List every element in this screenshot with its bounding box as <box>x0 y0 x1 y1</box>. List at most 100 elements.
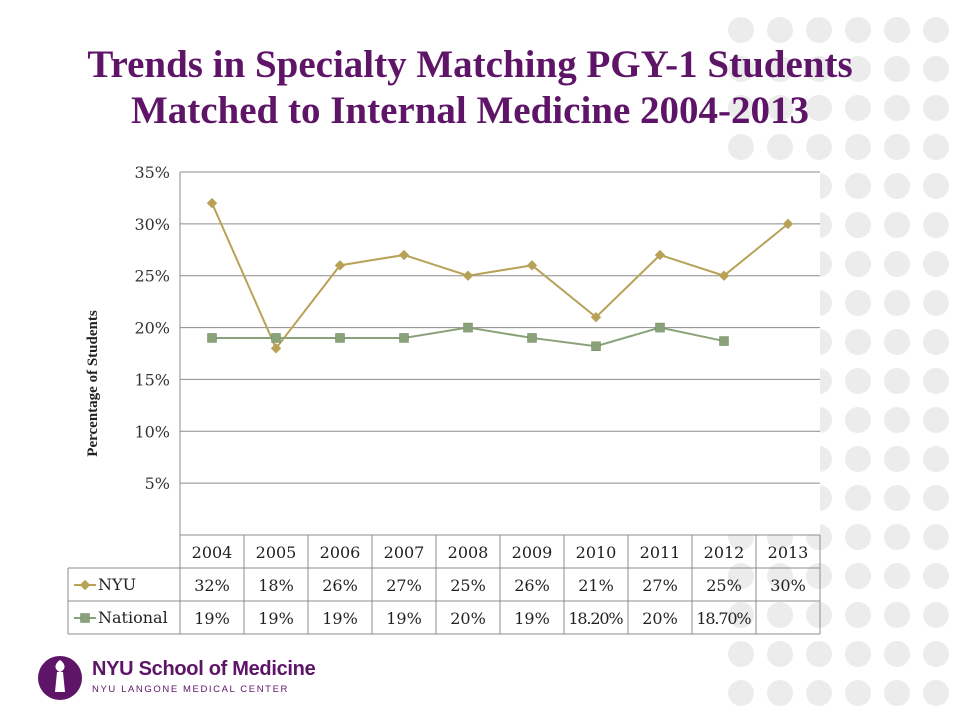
decorative-dot <box>845 251 871 277</box>
nyu-torch-icon <box>38 656 82 700</box>
x-category-label: 2011 <box>640 543 681 562</box>
decorative-dot <box>845 17 871 43</box>
decorative-dot <box>806 680 832 706</box>
decorative-dot <box>884 56 910 82</box>
data-label: 26% <box>514 576 550 595</box>
page-title: Trends in Specialty Matching PGY-1 Stude… <box>0 42 940 134</box>
decorative-dot <box>845 329 871 355</box>
decorative-dot <box>884 680 910 706</box>
y-tick-label: 25% <box>134 267 170 286</box>
decorative-dot <box>884 95 910 121</box>
legend-marker <box>80 613 90 623</box>
decorative-dot <box>845 212 871 238</box>
data-point-national <box>655 322 665 333</box>
decorative-dot <box>845 563 871 589</box>
decorative-dot <box>845 95 871 121</box>
decorative-dot <box>728 641 754 667</box>
data-label: 20% <box>450 609 486 628</box>
x-category-label: 2006 <box>320 543 361 562</box>
decorative-dot <box>923 407 949 433</box>
decorative-dot <box>884 407 910 433</box>
data-point-national <box>399 333 409 343</box>
decorative-dot <box>884 173 910 199</box>
data-point-national <box>271 333 281 343</box>
decorative-dot <box>923 17 949 43</box>
x-category-label: 2013 <box>768 543 809 562</box>
decorative-dot <box>884 485 910 511</box>
data-label: 18.20% <box>568 609 623 628</box>
data-point-national <box>591 341 601 351</box>
decorative-dot <box>806 641 832 667</box>
nyu-logo: NYU School of Medicine NYU LANGONE MEDIC… <box>36 652 316 708</box>
x-category-label: 2012 <box>704 543 745 562</box>
decorative-dot <box>923 680 949 706</box>
data-point-national <box>527 333 537 343</box>
decorative-dot <box>767 602 793 628</box>
decorative-dot <box>728 680 754 706</box>
x-category-label: 2007 <box>384 543 425 562</box>
decorative-dot <box>923 563 949 589</box>
decorative-dot <box>728 95 754 121</box>
legend-entry: National <box>98 608 168 627</box>
data-point-nyu <box>590 311 602 323</box>
decorative-dot <box>728 56 754 82</box>
x-category-label: 2004 <box>192 543 233 562</box>
decorative-dot <box>845 134 871 160</box>
decorative-dot <box>767 17 793 43</box>
decorative-dot <box>806 56 832 82</box>
decorative-dot <box>806 134 832 160</box>
data-point-nyu <box>334 260 346 271</box>
decorative-dot <box>845 485 871 511</box>
logo-brand-text: NYU School of Medicine <box>92 658 316 680</box>
decorative-dot <box>728 17 754 43</box>
decorative-dot <box>923 95 949 121</box>
data-point-national <box>207 333 217 343</box>
data-label: 26% <box>322 576 358 595</box>
y-tick-label: 5% <box>145 474 170 493</box>
decorative-dot <box>845 602 871 628</box>
decorative-dot <box>767 563 793 589</box>
decorative-dot <box>923 290 949 316</box>
x-category-label: 2009 <box>512 543 553 562</box>
decorative-dot <box>767 680 793 706</box>
y-tick-label: 10% <box>134 422 170 441</box>
decorative-dot <box>923 485 949 511</box>
title-line-1: Trends in Specialty Matching PGY-1 Stude… <box>87 43 853 86</box>
y-tick-label: 20% <box>134 319 170 338</box>
y-axis-label: Percentage of Students <box>85 310 101 457</box>
decorative-dot <box>923 212 949 238</box>
decorative-dot <box>845 446 871 472</box>
decorative-dot <box>923 134 949 160</box>
decorative-dot <box>884 290 910 316</box>
legend-marker <box>79 579 91 591</box>
title-line-2: Matched to Internal Medicine 2004-2013 <box>130 89 810 132</box>
data-label: 19% <box>386 609 422 628</box>
decorative-dot <box>806 95 832 121</box>
decorative-dot <box>923 329 949 355</box>
data-label: 27% <box>642 576 678 595</box>
decorative-dot <box>806 563 832 589</box>
x-category-label: 2005 <box>256 543 297 562</box>
y-tick-label: 30% <box>134 215 170 234</box>
data-label: 19% <box>194 609 230 628</box>
decorative-dot <box>806 602 832 628</box>
series-line-nyu <box>211 202 789 351</box>
decorative-dot <box>845 680 871 706</box>
decorative-dot <box>884 17 910 43</box>
decorative-dot <box>923 251 949 277</box>
data-label: 27% <box>386 576 422 595</box>
decorative-dot <box>923 446 949 472</box>
data-point-nyu <box>782 218 794 230</box>
decorative-dot <box>728 563 754 589</box>
decorative-dot <box>845 641 871 667</box>
data-point-nyu <box>270 343 282 354</box>
data-point-nyu <box>718 270 730 281</box>
data-label: 19% <box>322 609 358 628</box>
data-label: 20% <box>642 609 678 628</box>
data-label: 18% <box>258 576 294 595</box>
decorative-dot <box>923 524 949 550</box>
data-point-nyu <box>654 249 666 261</box>
decorative-dot <box>884 329 910 355</box>
decorative-dot <box>884 212 910 238</box>
